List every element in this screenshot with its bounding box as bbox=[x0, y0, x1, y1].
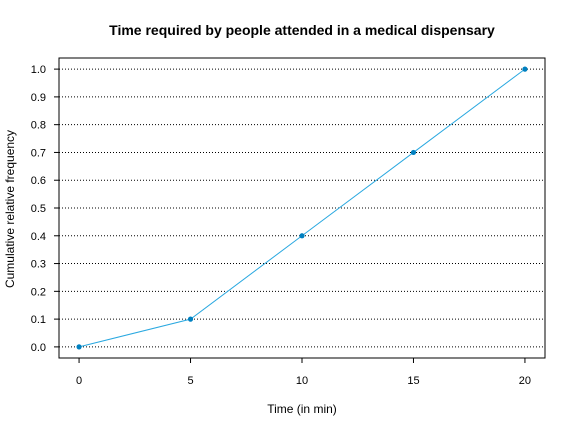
data-point bbox=[76, 344, 82, 350]
y-tick-label: 0.0 bbox=[31, 342, 46, 354]
y-tick-label: 0.2 bbox=[31, 286, 46, 298]
y-tick-label: 0.3 bbox=[31, 259, 46, 271]
x-tick-label: 5 bbox=[187, 375, 193, 387]
y-tick-label: 1.0 bbox=[31, 64, 46, 76]
x-tick-label: 20 bbox=[519, 375, 531, 387]
y-tick-label: 0.4 bbox=[31, 231, 46, 243]
x-axis-label: Time (in min) bbox=[267, 402, 337, 416]
data-point bbox=[299, 233, 305, 239]
data-point bbox=[187, 316, 194, 322]
x-tick-label: 15 bbox=[407, 375, 419, 387]
data-point bbox=[522, 66, 528, 72]
y-tick-label: 0.5 bbox=[31, 203, 46, 215]
y-tick-label: 0.8 bbox=[31, 120, 46, 132]
data-point bbox=[410, 149, 417, 156]
y-tick-label: 0.1 bbox=[31, 314, 46, 326]
y-tick-label: 0.9 bbox=[31, 92, 46, 104]
y-axis-label: Cumulative relative frequency bbox=[3, 130, 17, 288]
x-tick-label: 0 bbox=[76, 375, 82, 387]
y-tick-label: 0.6 bbox=[31, 175, 46, 187]
axes: 0.0 0.1 0.2 0.3 0.4 0.5 0.6 0.7 0.8 0.9 1.0 0 5 10 15 2… bbox=[31, 64, 531, 387]
series bbox=[76, 66, 528, 350]
y-tick-label: 0.7 bbox=[31, 147, 46, 159]
x-tick-label: 10 bbox=[296, 375, 308, 387]
chart-title: Time required by people attended in a me… bbox=[109, 22, 495, 38]
grid-lines bbox=[59, 68, 545, 348]
plot-frame bbox=[58, 57, 546, 359]
